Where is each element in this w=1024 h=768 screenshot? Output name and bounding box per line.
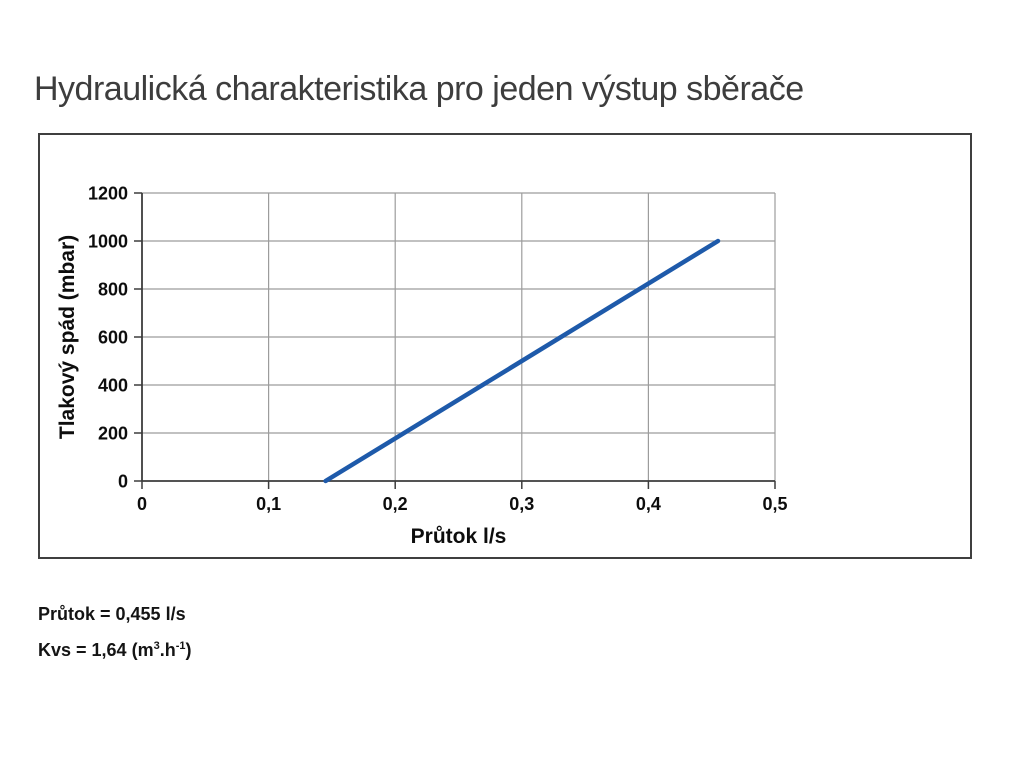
x-tick-label: 0,3 — [509, 494, 534, 514]
y-tick-label: 1200 — [88, 184, 128, 204]
kvs-superscript-3: 3 — [153, 640, 160, 652]
x-tick-label: 0 — [137, 494, 147, 514]
x-tick-label: 0,1 — [256, 494, 281, 514]
y-axis-title: Tlakový spád (mbar) — [56, 235, 79, 439]
x-tick-label: 0,2 — [383, 494, 408, 514]
kvs-superscript-minus1: -1 — [175, 640, 186, 652]
annotation-flow: Průtok = 0,455 l/s — [38, 604, 186, 624]
y-tick-label: 400 — [98, 376, 128, 396]
series-line-hydraulic-characteristic — [323, 238, 721, 484]
chart-svg: 0 200 400 600 800 1000 1200 0 0,1 0,2 0,3 0,4 0,5 Prů… — [56, 184, 788, 549]
chart-frame: 0 200 400 600 800 1000 1200 0 0,1 0,2 0,3 0,4 0,5 Prů… — [38, 133, 972, 559]
y-tick-label: 200 — [98, 424, 128, 444]
page-title: Hydraulická charakteristika pro jeden vý… — [34, 70, 804, 108]
y-tick-label: 0 — [118, 472, 128, 492]
y-tick-label: 600 — [98, 328, 128, 348]
y-tick-label: 1000 — [88, 232, 128, 252]
kvs-text-mid: .h — [159, 640, 176, 660]
kvs-text-suffix: ) — [185, 640, 192, 660]
x-axis-title: Průtok l/s — [411, 525, 507, 548]
annotation-kvs: Kvs = 1,64 (m3.h-1) — [38, 640, 191, 661]
x-tick-label: 0,4 — [636, 494, 661, 514]
x-tick-label: 0,5 — [762, 494, 787, 514]
y-tick-label: 800 — [98, 280, 128, 300]
kvs-text-prefix: Kvs = 1,64 (m — [38, 640, 154, 660]
